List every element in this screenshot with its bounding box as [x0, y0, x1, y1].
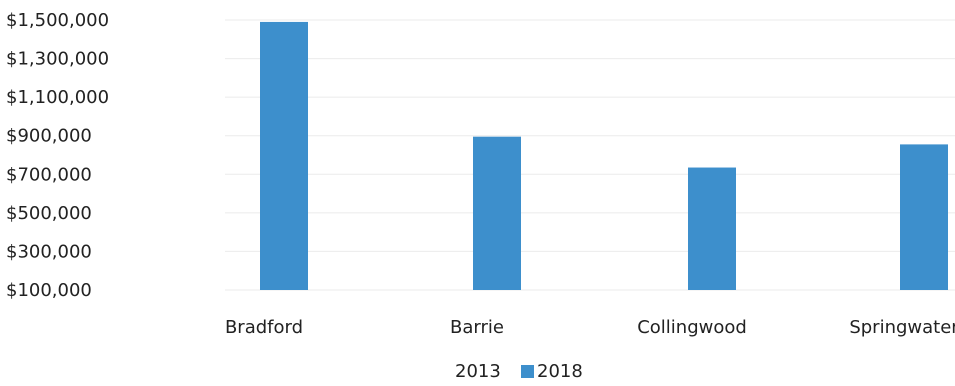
legend: 2013 2018: [455, 361, 583, 382]
legend-label-2018: 2018: [537, 361, 583, 382]
bar-springwater: [900, 144, 948, 290]
y-axis-tick-labels: $100,000 $300,000 $500,000 $700,000 $900,000…: [6, 10, 109, 301]
category-label: Barrie: [450, 317, 504, 338]
y-tick-label: $100,000: [6, 280, 92, 301]
y-tick-label: $1,300,000: [6, 49, 109, 70]
grid-lines: [225, 19, 955, 291]
y-tick-label: $1,500,000: [6, 10, 109, 31]
category-label: Bradford: [225, 317, 303, 338]
y-tick-label: $900,000: [6, 126, 92, 147]
y-tick-label: $500,000: [6, 203, 92, 224]
category-label: Springwater: [849, 317, 955, 338]
bar-collingwood: [688, 167, 736, 290]
legend-label-2013: 2013: [455, 361, 501, 382]
y-tick-label: $700,000: [6, 164, 92, 185]
bar-bradford: [260, 21, 308, 291]
category-label: Collingwood: [637, 317, 747, 338]
y-tick-label: $1,100,000: [6, 87, 109, 108]
bars: [260, 21, 948, 291]
legend-swatch-2018: [521, 365, 534, 378]
bar-barrie: [473, 136, 521, 290]
x-axis-category-labels: Bradford Barrie Collingwood Springwater: [225, 317, 955, 338]
y-tick-label: $300,000: [6, 241, 92, 262]
